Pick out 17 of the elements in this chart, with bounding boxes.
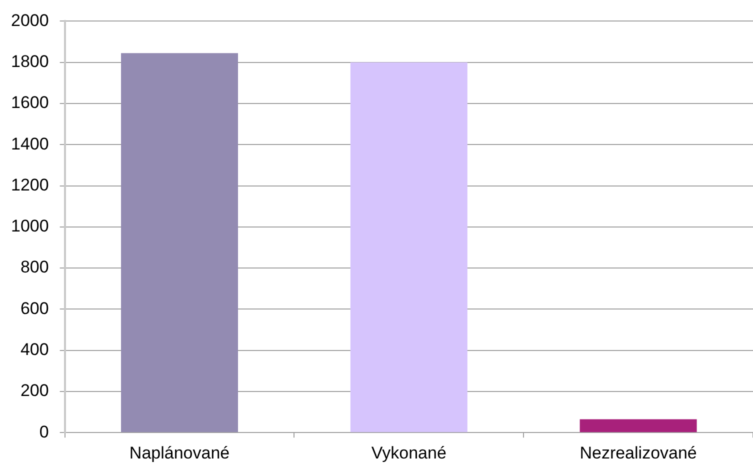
x-tick-label: Nezrealizované [580,443,697,462]
y-tick-label: 400 [20,340,49,360]
y-tick-label: 1800 [10,52,49,72]
y-tick-label: 0 [39,422,49,442]
y-tick-label: 1200 [10,175,49,194]
x-tick-label: Vykonané [371,443,446,462]
y-tick-label: 1000 [10,216,49,236]
y-tick-label: 600 [20,298,49,318]
y-tick-label: 2000 [10,10,49,30]
y-tick-label: 200 [20,381,49,400]
y-tick-label: 1600 [10,93,49,112]
y-tick-label: 800 [20,258,49,277]
y-tick-label: 1400 [10,134,49,154]
bar [350,62,468,432]
bar [121,53,238,432]
x-tick-label: Naplánované [129,443,230,462]
bar [580,419,697,432]
